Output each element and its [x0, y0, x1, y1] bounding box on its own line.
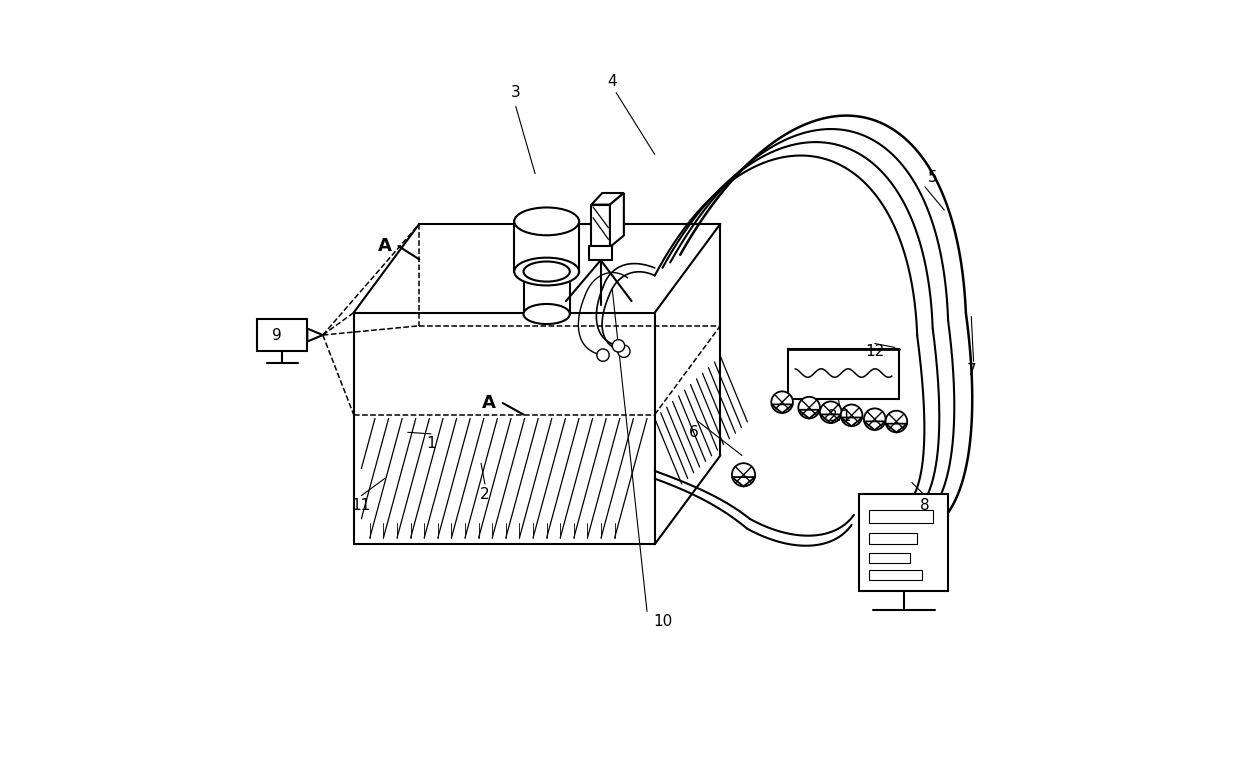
Bar	[859, 494, 949, 591]
Text: 8: 8	[920, 498, 930, 513]
Circle shape	[596, 349, 609, 361]
Polygon shape	[771, 405, 792, 413]
Bar	[869, 553, 909, 563]
Bar	[257, 319, 308, 351]
Bar	[869, 570, 921, 580]
Polygon shape	[841, 418, 862, 426]
Polygon shape	[308, 329, 322, 341]
Text: 5: 5	[928, 170, 937, 185]
Circle shape	[613, 340, 625, 352]
Polygon shape	[864, 422, 885, 430]
Text: 7: 7	[966, 363, 976, 378]
Ellipse shape	[515, 208, 579, 235]
Bar	[787, 349, 899, 399]
Circle shape	[618, 345, 630, 357]
Text: 9: 9	[272, 328, 281, 344]
Text: 3: 3	[511, 85, 521, 100]
Text: 2: 2	[480, 486, 490, 502]
Polygon shape	[732, 477, 755, 486]
Bar	[589, 246, 613, 260]
Text: 11: 11	[352, 498, 371, 513]
Ellipse shape	[515, 258, 579, 286]
Bar	[869, 533, 918, 544]
Circle shape	[771, 391, 792, 413]
Text: 1: 1	[427, 436, 435, 452]
Text: A: A	[482, 394, 496, 412]
Circle shape	[841, 405, 862, 426]
Text: 2.1: 2.1	[828, 409, 852, 425]
Polygon shape	[610, 193, 624, 247]
Polygon shape	[799, 410, 820, 418]
Text: A: A	[378, 237, 392, 255]
Text: 12: 12	[866, 344, 884, 359]
Circle shape	[885, 411, 908, 432]
Polygon shape	[591, 193, 624, 205]
Polygon shape	[885, 424, 908, 432]
Circle shape	[864, 408, 885, 430]
Ellipse shape	[523, 304, 570, 324]
Ellipse shape	[523, 262, 570, 282]
Polygon shape	[591, 205, 610, 247]
Bar	[869, 510, 932, 523]
Circle shape	[732, 463, 755, 486]
Text: 4: 4	[608, 73, 618, 89]
Polygon shape	[820, 415, 842, 423]
Text: 10: 10	[652, 614, 672, 629]
Text: 6: 6	[688, 425, 698, 440]
Circle shape	[820, 401, 842, 423]
Circle shape	[799, 397, 820, 418]
